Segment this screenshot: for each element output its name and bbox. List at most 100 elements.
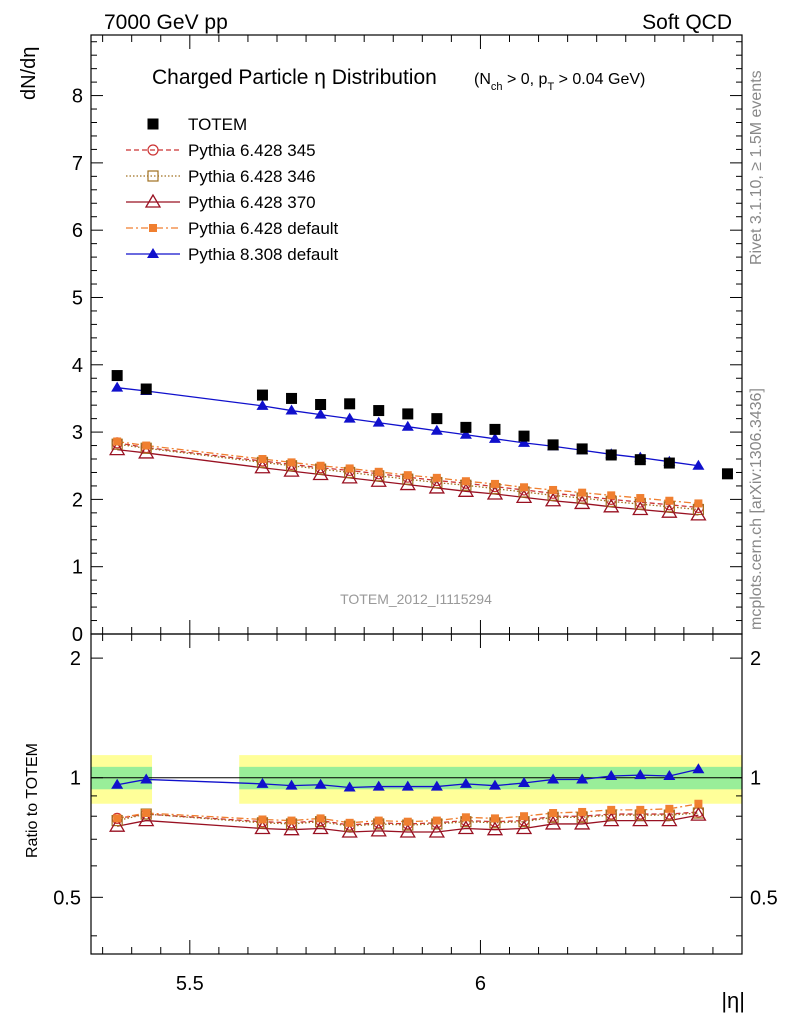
ratio-point-pythia-8-308-default — [692, 763, 705, 774]
data-point-totem — [518, 430, 530, 442]
ratio-point-pythia-8-308-default — [518, 776, 531, 787]
data-point-totem — [140, 383, 152, 395]
point-pythia-6-428-default — [258, 455, 267, 464]
x-axis-label: |η| — [721, 988, 745, 1013]
ratio-point-pythia-8-308-default — [285, 779, 298, 790]
point-pythia-6-428-default — [142, 441, 151, 450]
data-point-totem — [111, 370, 123, 382]
ratio-point-pythia-8-308-default — [605, 769, 618, 780]
ratio-point-pythia-6-428-370 — [428, 823, 445, 838]
data-point-totem — [489, 423, 501, 435]
y-axis-label-bottom: Ratio to TOTEM — [24, 743, 41, 858]
y-tick-label-bottom-right: 2 — [750, 648, 761, 670]
point-pythia-6-428-default — [636, 494, 645, 503]
ratio-point-pythia-6-428-default — [258, 815, 267, 824]
title-text: Charged Particle η Distribution — [152, 66, 437, 89]
ratio-point-pythia-6-428-default — [461, 813, 470, 822]
ratio-point-pythia-6-428-370 — [138, 812, 155, 827]
title-cut: (Nch > 0, pT > 0.04 GeV) — [474, 71, 645, 93]
y-tick-label-top: 1 — [72, 557, 83, 579]
ratio-point-pythia-6-428-default — [490, 814, 499, 823]
point-pythia-6-428-370 — [399, 476, 416, 491]
ratio-point-pythia-6-428-370 — [661, 812, 678, 827]
y-tick-label-top: 2 — [72, 489, 83, 511]
ratio-point-pythia-6-428-370 — [399, 823, 416, 838]
point-pythia-6-428-default — [113, 437, 122, 446]
ratio-point-pythia-6-428-370 — [457, 820, 475, 835]
ratio-point-pythia-6-428-default — [549, 809, 558, 818]
ratio-point-pythia-8-308-default — [459, 777, 472, 788]
y-tick-label-bottom-right: 1 — [750, 768, 761, 790]
point-pythia-6-428-370 — [428, 479, 445, 494]
ratio-point-pythia-6-428-370 — [574, 815, 591, 830]
ratio-point-pythia-8-308-default — [372, 780, 385, 791]
data-point-totem — [605, 449, 617, 461]
point-pythia-6-428-370 — [544, 492, 562, 507]
data-point-totem — [460, 421, 472, 433]
legend: TOTEM Pythia 6.428 345 Pythia 6.428 346 Pyt… — [126, 115, 339, 264]
ratio-point-pythia-6-428-default — [142, 809, 151, 818]
point-pythia-8-308-default — [518, 436, 531, 447]
data-point-totem — [344, 398, 356, 410]
ratio-point-pythia-6-428-370 — [370, 822, 387, 837]
ratio-point-pythia-6-428-default — [636, 805, 645, 814]
ratio-point-pythia-8-308-default — [111, 778, 124, 789]
plot-frames — [90, 34, 743, 955]
y-tick-label-top: 6 — [72, 220, 83, 242]
point-pythia-8-308-default — [488, 432, 501, 443]
point-pythia-6-428-370 — [690, 506, 707, 521]
ratio-point-pythia-6-428-default — [607, 805, 616, 814]
data-point-totem — [634, 454, 646, 466]
ratio-point-pythia-8-308-default — [488, 779, 501, 790]
ratio-point-pythia-8-308-default — [430, 780, 443, 791]
series-markers — [109, 370, 733, 838]
point-pythia-8-308-default — [343, 412, 356, 423]
header-right: Soft QCD — [642, 11, 732, 34]
legend-marker-pythia-6-428-370 — [144, 193, 162, 208]
ratio-point-pythia-8-308-default — [256, 777, 269, 788]
data-point-totem — [431, 413, 443, 425]
data-point-totem — [315, 398, 327, 410]
ratio-line-pythia-8-308-default — [117, 768, 699, 789]
ratio-point-pythia-8-308-default — [401, 780, 414, 791]
point-pythia-6-428-default — [490, 479, 499, 488]
mcplots-text: mcplots.cern.ch [arXiv:1306.3436] — [748, 388, 765, 630]
data-point-totem — [576, 443, 588, 455]
point-pythia-8-308-default — [285, 404, 298, 415]
y-tick-label-bottom-left: 2 — [70, 648, 81, 670]
legend-marker-pythia-6-428-346 — [147, 170, 159, 182]
ratio-point-pythia-6-428-370 — [544, 815, 562, 830]
ratio-point-pythia-8-308-default — [663, 769, 676, 780]
legend-item-pythia-6-428-346: Pythia 6.428 346 — [126, 167, 316, 186]
legend-label-totem: TOTEM — [188, 115, 247, 134]
point-pythia-6-428-370 — [661, 503, 678, 518]
point-pythia-6-428-370 — [632, 501, 649, 516]
point-pythia-6-428-370 — [574, 495, 591, 510]
analysis-label: TOTEM_2012_I1115294 — [340, 591, 492, 607]
point-pythia-6-428-370 — [254, 459, 271, 474]
point-pythia-6-428-default — [665, 496, 674, 505]
point-pythia-8-308-default — [314, 408, 327, 419]
uncertainty-bands — [91, 755, 742, 804]
point-pythia-6-428-370 — [486, 485, 504, 500]
point-pythia-6-428-370 — [515, 489, 533, 504]
data-point-totem — [373, 405, 385, 417]
y-tick-label-top: 8 — [72, 86, 83, 108]
y-tick-label-top: 4 — [72, 355, 83, 377]
point-pythia-6-428-370 — [370, 472, 387, 487]
point-pythia-6-428-370 — [109, 441, 126, 456]
bottom-panel-frame — [90, 633, 743, 955]
ratio-point-pythia-6-428-370 — [283, 821, 300, 836]
point-pythia-6-428-370 — [283, 462, 300, 477]
point-pythia-6-428-default — [461, 477, 470, 486]
legend-label-pythia-6-428-346: Pythia 6.428 346 — [188, 167, 316, 186]
point-pythia-8-308-default — [111, 381, 124, 392]
ratio-point-pythia-6-428-default — [287, 816, 296, 825]
ratio-point-pythia-6-428-default — [578, 807, 587, 816]
legend-marker-totem — [147, 118, 159, 130]
ratio-point-pythia-6-428-default — [345, 818, 354, 827]
legend-item-pythia-6-428-370: Pythia 6.428 370 — [126, 193, 316, 212]
legend-label-pythia-6-428-default: Pythia 6.428 default — [188, 219, 339, 238]
ratio-point-pythia-8-308-default — [343, 781, 356, 792]
legend-marker-pythia-6-428-default — [149, 224, 157, 232]
